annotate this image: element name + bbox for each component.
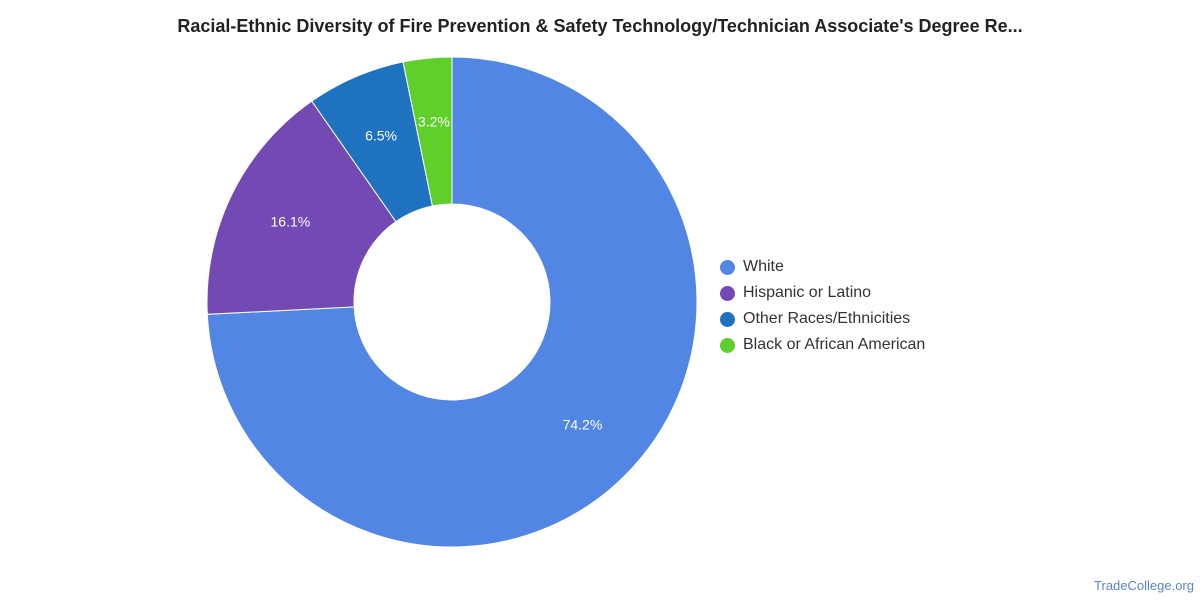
legend-label: White bbox=[743, 258, 784, 275]
slice-value-label: 3.2% bbox=[418, 114, 450, 130]
slice-white[interactable] bbox=[206, 56, 698, 548]
legend-swatch-icon bbox=[720, 285, 735, 301]
legend-item[interactable]: Black or African American bbox=[720, 332, 925, 358]
legend-swatch-icon bbox=[720, 311, 735, 327]
legend-label: Other Races/Ethnicities bbox=[743, 310, 911, 327]
chart-legend: White Hispanic or Latino Other Races/Ethni… bbox=[720, 254, 925, 358]
chart-title: Racial-Ethnic Diversity of Fire Preventi… bbox=[177, 16, 1023, 36]
legend-label: Hispanic or Latino bbox=[743, 284, 872, 301]
donut-slices bbox=[206, 56, 698, 548]
legend-swatch-icon bbox=[720, 259, 735, 275]
legend-swatch-icon bbox=[720, 337, 735, 353]
legend-item[interactable]: Other Races/Ethnicities bbox=[720, 306, 925, 332]
legend-item[interactable]: White bbox=[720, 254, 925, 280]
slice-black-or-african-american[interactable] bbox=[402, 56, 453, 207]
slice-value-label: 74.2% bbox=[563, 417, 603, 433]
slice-value-label: 6.5% bbox=[365, 127, 397, 143]
slice-labels: 74.2% 16.1% 6.5% 3.2% bbox=[271, 114, 603, 433]
legend-item[interactable]: Hispanic or Latino bbox=[720, 280, 925, 306]
source-credit[interactable]: TradeCollege.org bbox=[1094, 578, 1194, 593]
slice-value-label: 16.1% bbox=[271, 214, 311, 230]
legend-label: Black or African American bbox=[743, 336, 926, 353]
